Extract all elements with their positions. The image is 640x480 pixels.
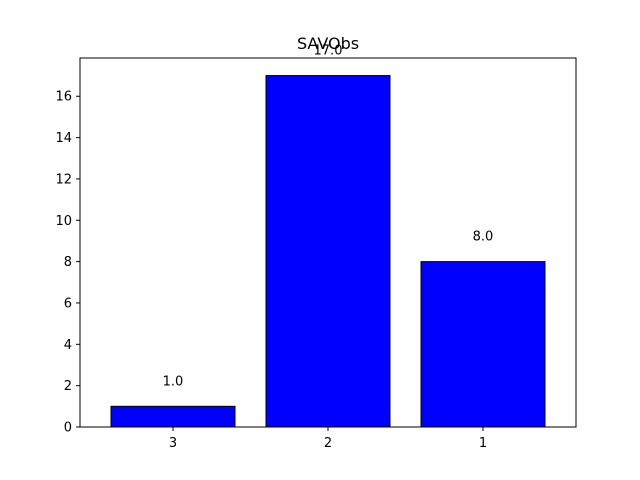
x-axis: 3 2 1 xyxy=(169,427,487,451)
y-tick-label: 16 xyxy=(55,90,72,105)
y-tick-label: 2 xyxy=(64,379,72,394)
y-tick-label: 12 xyxy=(55,172,72,187)
value-label-1: 8.0 xyxy=(473,230,494,245)
y-tick-label: 4 xyxy=(64,338,72,353)
bars-group xyxy=(110,75,546,428)
bar-2 xyxy=(265,75,391,428)
plot-frame xyxy=(79,57,577,428)
bar-1 xyxy=(420,261,546,428)
y-tick-label: 0 xyxy=(64,421,72,436)
value-label-3: 1.0 xyxy=(163,374,184,389)
x-tick-label: 2 xyxy=(324,436,332,451)
x-tick-label: 1 xyxy=(479,436,487,451)
y-axis: 0 2 4 6 8 10 12 14 16 xyxy=(55,90,80,436)
y-tick-label: 14 xyxy=(55,131,72,146)
chart-title: SAVObs xyxy=(297,34,359,53)
y-tick-label: 6 xyxy=(64,296,72,311)
y-tick-label: 8 xyxy=(64,255,72,270)
y-tick-label: 10 xyxy=(55,214,72,229)
bar-3 xyxy=(110,405,236,428)
value-label-2: 17.0 xyxy=(314,44,343,59)
x-tick-label: 3 xyxy=(169,436,177,451)
value-labels-group: 1.0 17.0 8.0 xyxy=(163,44,494,390)
